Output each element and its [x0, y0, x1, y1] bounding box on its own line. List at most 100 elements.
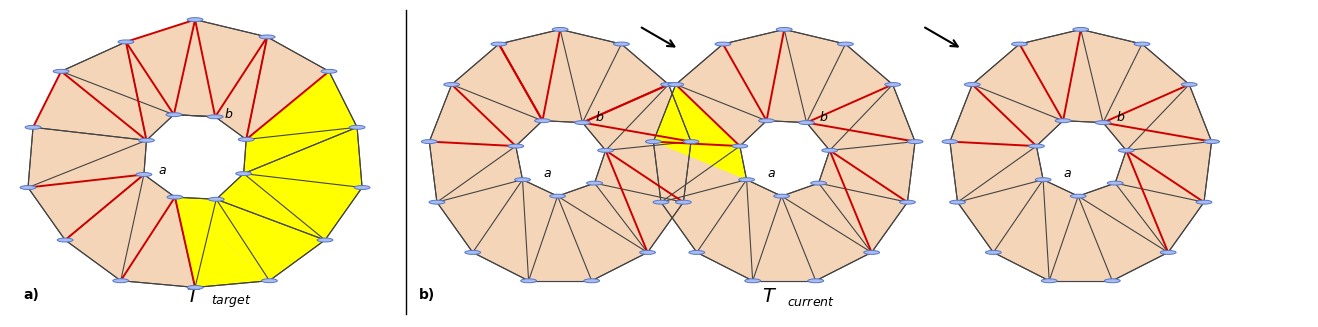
Circle shape — [668, 82, 684, 86]
Circle shape — [822, 148, 838, 152]
Circle shape — [207, 115, 223, 119]
Circle shape — [444, 82, 460, 86]
Circle shape — [113, 279, 129, 283]
Circle shape — [1073, 27, 1089, 31]
Circle shape — [745, 279, 760, 283]
Circle shape — [1181, 82, 1197, 86]
Circle shape — [965, 82, 981, 86]
Circle shape — [521, 279, 536, 283]
Circle shape — [1056, 119, 1072, 123]
Circle shape — [119, 40, 134, 44]
Polygon shape — [654, 29, 915, 281]
Circle shape — [1107, 181, 1123, 185]
Polygon shape — [244, 127, 357, 174]
Circle shape — [900, 200, 916, 204]
Polygon shape — [739, 121, 830, 196]
Circle shape — [349, 125, 365, 129]
Circle shape — [907, 140, 923, 144]
Circle shape — [167, 195, 183, 199]
Circle shape — [550, 194, 565, 198]
Circle shape — [646, 140, 662, 144]
Circle shape — [1197, 200, 1213, 204]
Circle shape — [1028, 144, 1044, 148]
Text: a: a — [767, 167, 775, 180]
Circle shape — [1160, 250, 1176, 254]
Circle shape — [535, 119, 551, 123]
Polygon shape — [654, 84, 739, 146]
Circle shape — [25, 125, 41, 129]
Circle shape — [465, 250, 481, 254]
Polygon shape — [144, 115, 246, 199]
Polygon shape — [175, 197, 269, 281]
Text: b: b — [596, 111, 604, 124]
Circle shape — [136, 173, 152, 177]
Circle shape — [1035, 178, 1050, 181]
Circle shape — [138, 138, 154, 142]
Text: $\mathit{current}$: $\mathit{current}$ — [787, 296, 834, 309]
Circle shape — [1041, 279, 1057, 283]
Circle shape — [598, 148, 614, 152]
Circle shape — [1012, 42, 1028, 46]
Text: $\mathbf{\mathit{T}}$: $\mathbf{\mathit{T}}$ — [762, 287, 778, 306]
Polygon shape — [28, 20, 362, 287]
Circle shape — [514, 178, 530, 181]
Circle shape — [587, 181, 602, 185]
Circle shape — [660, 82, 676, 86]
Text: $\mathit{target}$: $\mathit{target}$ — [211, 293, 252, 309]
Text: a): a) — [24, 288, 40, 302]
Text: b): b) — [419, 288, 435, 302]
Circle shape — [811, 181, 826, 185]
Circle shape — [575, 121, 590, 125]
Circle shape — [507, 144, 523, 148]
Circle shape — [260, 35, 275, 39]
Circle shape — [208, 197, 224, 201]
Circle shape — [428, 200, 444, 204]
Circle shape — [884, 82, 900, 86]
Circle shape — [1133, 42, 1149, 46]
Circle shape — [759, 119, 775, 123]
Circle shape — [731, 144, 747, 148]
Circle shape — [318, 238, 333, 242]
Circle shape — [57, 238, 72, 242]
Circle shape — [639, 250, 655, 254]
Polygon shape — [950, 29, 1211, 281]
Polygon shape — [216, 174, 326, 240]
Circle shape — [1104, 279, 1120, 283]
Circle shape — [492, 42, 507, 46]
Circle shape — [422, 140, 438, 144]
Polygon shape — [1036, 121, 1127, 196]
Circle shape — [799, 121, 815, 125]
Text: a: a — [158, 164, 166, 177]
Polygon shape — [654, 142, 746, 180]
Polygon shape — [246, 71, 357, 139]
Circle shape — [239, 137, 254, 141]
Circle shape — [552, 27, 568, 31]
Circle shape — [776, 27, 792, 31]
Circle shape — [236, 172, 252, 176]
Text: a: a — [1064, 167, 1072, 180]
Circle shape — [652, 200, 668, 204]
Circle shape — [942, 140, 958, 144]
Circle shape — [808, 279, 824, 283]
Circle shape — [1203, 140, 1219, 144]
Polygon shape — [244, 174, 362, 240]
Circle shape — [863, 250, 879, 254]
Text: b: b — [1116, 111, 1124, 124]
Text: a: a — [543, 167, 551, 180]
Circle shape — [774, 194, 789, 198]
Circle shape — [584, 279, 600, 283]
Circle shape — [676, 200, 692, 204]
Circle shape — [166, 113, 182, 117]
Circle shape — [716, 42, 731, 46]
Circle shape — [689, 250, 705, 254]
Circle shape — [1070, 194, 1086, 198]
Circle shape — [187, 285, 203, 289]
Circle shape — [261, 279, 277, 283]
Circle shape — [1119, 148, 1135, 152]
Text: b: b — [224, 108, 232, 121]
Circle shape — [53, 69, 69, 73]
Text: $\mathbf{\mathit{T}}$: $\mathbf{\mathit{T}}$ — [186, 287, 202, 306]
Polygon shape — [175, 197, 269, 287]
Polygon shape — [430, 29, 691, 281]
Circle shape — [613, 42, 629, 46]
